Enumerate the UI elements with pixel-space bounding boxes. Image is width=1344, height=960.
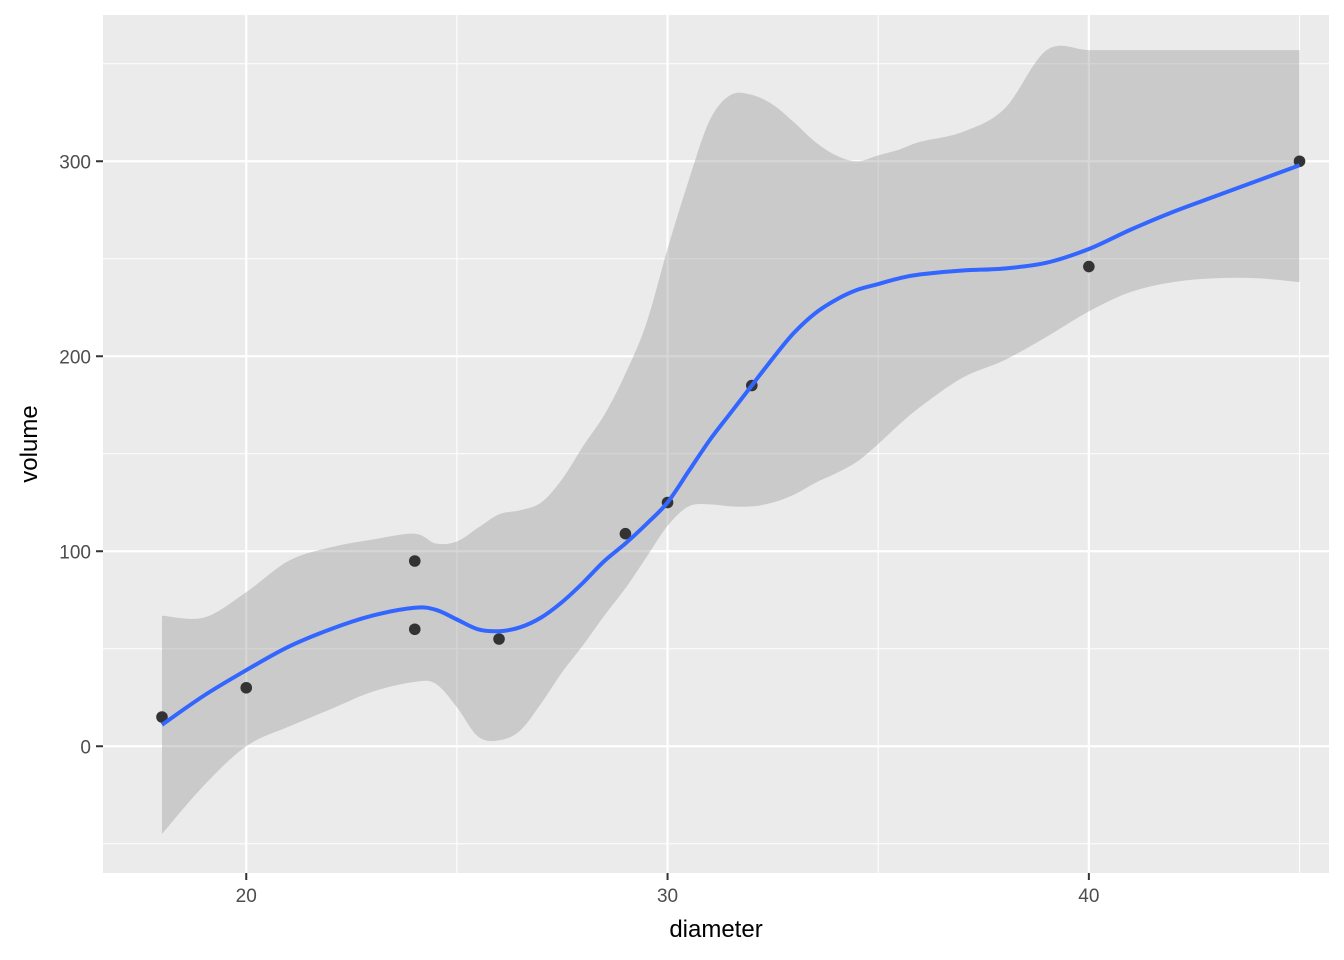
- x-axis-title: diameter: [669, 916, 762, 943]
- confidence-band: [162, 45, 1300, 835]
- data-point: [240, 681, 253, 694]
- y-tick-label: 0: [80, 737, 91, 758]
- data-point: [1083, 260, 1095, 273]
- data-point: [408, 555, 421, 567]
- x-axis: 20 30 40: [236, 873, 1099, 907]
- grid-major: [103, 15, 1329, 873]
- x-tick-label: 40: [1078, 886, 1099, 907]
- data-point: [493, 633, 505, 645]
- y-tick-label: 300: [59, 152, 91, 173]
- y-tick-label: 100: [59, 542, 91, 563]
- x-tick-label: 30: [657, 886, 678, 907]
- data-point: [408, 623, 421, 636]
- data-point: [619, 527, 632, 540]
- plot-panel: [103, 15, 1329, 873]
- y-axis: 0 100 200 300: [59, 152, 103, 758]
- smooth-line: [160, 163, 1301, 727]
- data-point: [156, 711, 168, 723]
- y-tick-label: 200: [59, 347, 91, 368]
- x-tick-label: 20: [236, 886, 257, 907]
- y-axis-title: volume: [16, 405, 43, 482]
